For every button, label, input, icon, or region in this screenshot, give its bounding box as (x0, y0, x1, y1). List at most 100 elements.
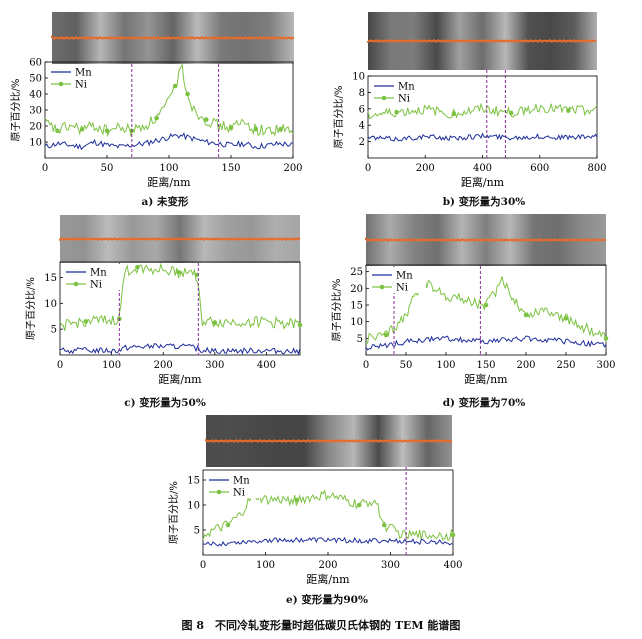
x-tick-label: 250 (556, 360, 575, 371)
series-marker-ni (79, 126, 85, 132)
legend-label-mn: Mn (75, 68, 92, 79)
series-marker-ni (356, 502, 362, 508)
y-axis-label: 原子百分比/% (25, 277, 37, 340)
legend-box (49, 64, 105, 90)
y-tick-label: 6 (359, 104, 365, 115)
series-marker-ni (104, 128, 110, 134)
x-tick-label: 200 (516, 360, 535, 371)
series-marker-ni (172, 83, 178, 89)
y-tick-label: 15 (350, 301, 363, 312)
series-marker-ni (450, 532, 456, 538)
legend-marker-ni (216, 489, 222, 495)
y-axis-label: 原子百分比/% (168, 481, 180, 544)
x-tick-label: 600 (530, 163, 549, 174)
series-marker-ni (563, 316, 569, 321)
scan-line (51, 35, 295, 41)
series-marker-ni (225, 522, 231, 528)
series-line-ni (365, 276, 607, 345)
series-line-ni (44, 63, 294, 138)
series-marker-ni (603, 336, 609, 341)
series-marker-ni (176, 270, 182, 275)
x-tick-label: 400 (443, 560, 462, 571)
x-tick-label: 0 (42, 163, 48, 174)
y-tick-label: 10 (44, 299, 57, 310)
legend-label-mn: Mn (398, 82, 415, 93)
series-marker-ni (297, 322, 303, 328)
series-marker-ni (483, 302, 489, 308)
x-tick-label: 100 (256, 560, 275, 571)
legend-label-ni: Ni (398, 94, 410, 105)
y-tick-label: 10 (29, 138, 42, 149)
x-axis-label: 距离/nm (147, 175, 191, 189)
series-marker-ni (185, 91, 190, 97)
y-tick-label: 15 (44, 273, 57, 284)
x-tick-label: 400 (473, 163, 492, 174)
x-axis-label: 距离/nm (158, 372, 202, 386)
legend-label-ni: Ni (233, 488, 245, 499)
x-tick-label: 100 (102, 360, 121, 371)
x-tick-label: 0 (363, 360, 369, 371)
series-marker-ni (203, 117, 209, 122)
y-tick-label: 30 (29, 106, 42, 117)
panel-caption-a: a) 未变形 (141, 196, 189, 208)
x-axis-label: 距离/nm (464, 372, 508, 386)
y-tick-label: 20 (350, 284, 363, 295)
series-marker-ni (394, 109, 399, 115)
x-tick-label: 300 (596, 360, 615, 371)
panel-caption-b: b) 变形量为30% (442, 196, 526, 208)
series-marker-ni (228, 125, 234, 130)
series-line-ni (59, 262, 301, 331)
x-tick-label: 400 (257, 360, 276, 371)
y-tick-label: 5 (51, 325, 57, 336)
legend-marker-ni (379, 284, 385, 290)
x-tick-label: 800 (587, 163, 606, 174)
series-marker-ni (523, 312, 529, 318)
y-tick-label: 10 (352, 72, 365, 83)
scan-line (365, 237, 607, 243)
x-tick-label: 200 (283, 163, 302, 174)
series-marker-ni (508, 110, 514, 116)
x-tick-label: 100 (436, 360, 455, 371)
series-marker-ni (55, 128, 60, 134)
legend-box (370, 267, 426, 293)
legend-label-ni: Ni (396, 283, 408, 294)
plot-frame (59, 261, 301, 356)
legend-marker-ni (381, 95, 387, 101)
x-tick-label: 0 (57, 360, 63, 371)
series-marker-ni (294, 497, 300, 503)
panel-caption-d: d) 变形量为70% (442, 397, 526, 409)
legend-box (372, 78, 428, 104)
x-axis-label: 距离/nm (306, 572, 350, 586)
y-tick-label: 5 (194, 526, 200, 537)
figure-caption: 图 8 不同冷轧变形量时超低碳贝氏体钢的 TEM 能谱图 (181, 619, 461, 632)
chart-panel-d: 0 50 100 150 200 250 300 5 10 15 20 25 距离/nm 原子百分比/% M… (331, 214, 616, 386)
x-tick-label: 200 (318, 560, 337, 571)
legend-box (207, 472, 263, 498)
scan-line (367, 38, 597, 44)
x-tick-label: 100 (159, 163, 178, 174)
x-tick-label: 150 (221, 163, 240, 174)
series-marker-ni (381, 522, 387, 528)
legend-marker-ni (73, 281, 79, 287)
scan-line (59, 236, 301, 242)
series-line-mn (202, 536, 454, 547)
series-marker-ni (154, 115, 159, 121)
x-tick-label: 50 (400, 360, 413, 371)
x-tick-label: 300 (381, 560, 400, 571)
y-tick-label: 5 (357, 334, 363, 345)
series-marker-ni (212, 320, 218, 325)
y-tick-label: 2 (359, 137, 365, 148)
y-tick-label: 40 (29, 90, 42, 101)
y-tick-label: 15 (187, 476, 200, 487)
legend-label-ni: Ni (75, 80, 87, 91)
y-axis-label: 原子百分比/% (10, 79, 22, 142)
y-axis-label: 原子百分比/% (333, 86, 345, 149)
x-tick-label: 50 (101, 163, 114, 174)
series-marker-ni (83, 319, 89, 324)
series-line-ni (367, 102, 598, 119)
